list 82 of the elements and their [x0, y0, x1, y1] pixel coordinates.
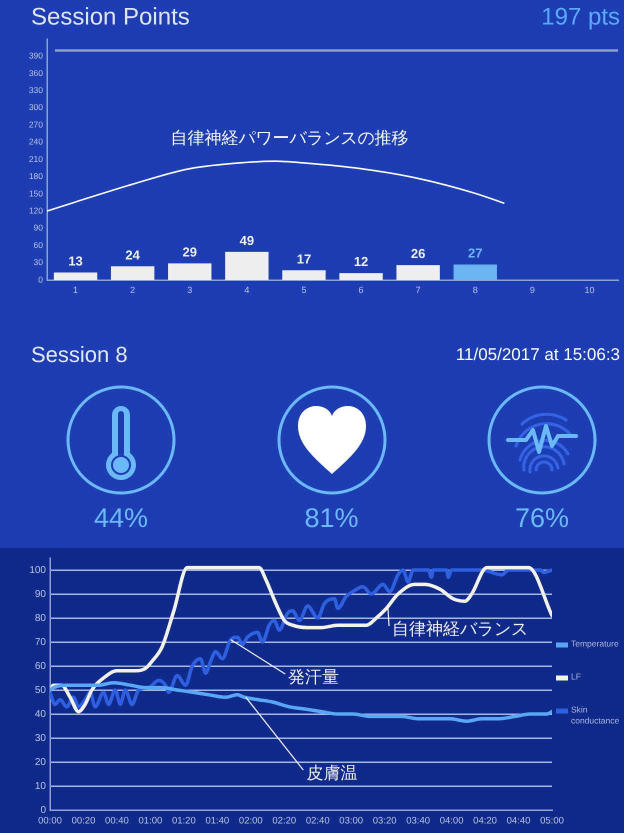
text: 44% [92, 503, 150, 533]
data-label: 27 [468, 246, 482, 261]
line-series [47, 160, 505, 212]
annotation: 発汗量 [288, 668, 340, 687]
x-tick-label: 05:00 [540, 815, 564, 826]
y-tick-label: 150 [28, 188, 44, 198]
chart-subtitle: 197 pts [541, 4, 620, 31]
bar [54, 272, 98, 280]
x-tick-label: 04:20 [473, 815, 497, 826]
bar [168, 263, 212, 280]
y-tick-label: 100 [29, 564, 46, 576]
y-tick-label: 210 [28, 154, 44, 164]
text: 81% [303, 503, 360, 533]
bar [282, 270, 326, 280]
y-tick-label: 0 [38, 274, 44, 284]
y-tick-label: 180 [28, 171, 44, 182]
x-tick-label: 10 [584, 284, 594, 295]
data-label: 29 [182, 244, 197, 260]
x-tick-label: 04:00 [440, 815, 464, 826]
y-tick-label: 120 [28, 205, 44, 216]
legend-label: LF [571, 672, 581, 682]
y-tick-label: 30 [34, 732, 46, 744]
y-tick-label: 50 [34, 684, 46, 696]
x-tick-label: 7 [416, 284, 421, 295]
text: 11/05/2017 at 15:06:3 [456, 345, 620, 365]
data-label: 26 [410, 246, 426, 262]
legend-label: Skin conductance [571, 704, 620, 726]
y-tick-label: 90 [34, 588, 46, 600]
bar [339, 273, 383, 280]
x-tick-label: 02:00 [238, 815, 263, 826]
y-tick-label: 270 [28, 119, 44, 130]
y-tick-label: 360 [28, 68, 44, 78]
series-label: 自律神経パワーバランスの推移 [170, 128, 408, 148]
data-label: 13 [68, 254, 83, 269]
y-tick-label: 80 [34, 612, 46, 624]
annotation: 皮膚温 [306, 764, 358, 783]
x-tick-label: 03:20 [372, 815, 397, 826]
y-tick-label: 330 [28, 84, 44, 95]
chart-title: Session Points [31, 4, 190, 31]
x-tick-label: 3 [187, 284, 192, 295]
x-tick-label: 01:20 [172, 815, 196, 826]
x-tick-label: 4 [244, 284, 250, 295]
text: 76% [514, 503, 570, 533]
y-tick-label: 300 [28, 102, 44, 112]
x-tick-label: 1 [73, 284, 78, 295]
y-tick-label: 0 [40, 804, 46, 816]
x-tick-label: 00:00 [38, 815, 62, 826]
x-tick-label: 5 [301, 284, 306, 295]
data-label: 24 [125, 247, 141, 262]
x-tick-label: 03:40 [406, 815, 430, 826]
x-tick-label: 02:40 [306, 815, 330, 826]
x-tick-label: 00:40 [105, 815, 129, 826]
x-tick-label: 6 [358, 284, 364, 295]
y-tick-label: 240 [28, 136, 44, 147]
x-tick-label: 02:20 [272, 815, 296, 826]
x-tick-label: 8 [472, 284, 478, 295]
x-tick-label: 03:00 [339, 815, 364, 826]
x-tick-label: 00:20 [72, 815, 96, 826]
text: Session 8 [31, 342, 128, 368]
bar [454, 264, 497, 280]
x-tick-label: 01:00 [138, 815, 162, 826]
y-tick-label: 20 [34, 756, 46, 768]
bar [110, 266, 154, 280]
data-label: 49 [240, 232, 254, 248]
bar [396, 265, 440, 280]
y-tick-label: 60 [34, 240, 44, 250]
y-tick-label: 30 [34, 257, 44, 268]
x-tick-label: 9 [530, 284, 535, 295]
x-tick-label: 04:40 [506, 815, 530, 826]
x-tick-label: 01:40 [205, 815, 230, 826]
y-tick-label: 70 [34, 636, 46, 648]
y-tick-label: 390 [28, 50, 44, 61]
annotation: 自律神経バランス [392, 620, 528, 639]
legend-label: Temperature [571, 638, 619, 649]
y-tick-label: 10 [34, 780, 46, 792]
data-label: 12 [354, 254, 368, 270]
bar [225, 252, 269, 280]
x-tick-label: 2 [130, 284, 136, 295]
data-label: 17 [296, 251, 312, 266]
y-tick-label: 40 [34, 708, 46, 720]
y-tick-label: 60 [34, 660, 46, 672]
y-tick-label: 90 [34, 222, 44, 233]
